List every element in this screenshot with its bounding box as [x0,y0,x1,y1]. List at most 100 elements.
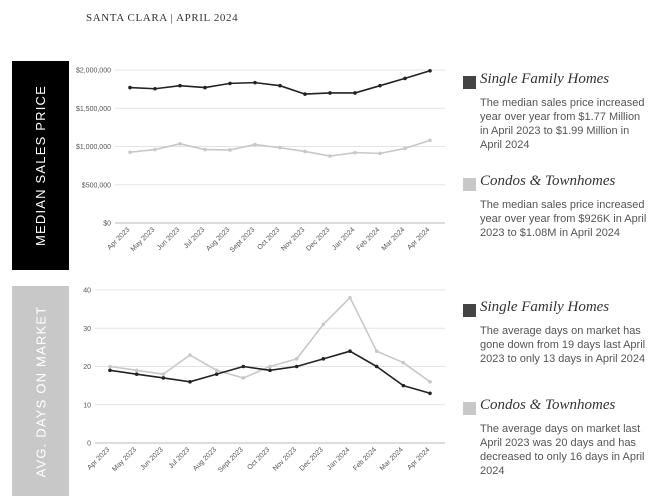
median-price-band-label: MEDIAN SALES PRICE [33,84,48,247]
dom-x-tick-label: Jul 2023 [168,446,192,470]
price-y-tick-label: $500,000 [82,182,111,189]
dom-sfh-point [294,364,299,369]
dom-sfh-point [374,364,379,369]
price-x-tick-label: Nov 2023 [280,226,306,252]
price-condo-point [178,142,182,146]
dom-sfh-point [401,383,406,388]
dom-x-tick-label: Jun 2023 [139,446,164,471]
price-x-tick-label: Oct 2023 [256,226,281,251]
dom-legend-condo-title: Condos & Townhomes [480,397,616,413]
price-sfh-point [328,91,332,95]
price-y-tick-label: $2,000,000 [76,68,111,75]
price-sfh-point [203,85,207,90]
price-x-tick-label: May 2023 [130,226,157,253]
dom-x-tick-label: Oct 2023 [246,446,271,471]
price-x-tick-label: Apr 2024 [406,226,431,251]
dom-y-tick-label: 0 [87,441,91,448]
dom-condo-point [268,364,272,369]
dom-sfh-series-line [109,350,431,395]
price-sfh-point [428,68,432,73]
price-sfh-point [303,92,307,96]
price-x-tick-label: Dec 2023 [305,226,331,252]
dom-x-tick-label: Aug 2023 [192,446,218,472]
dom-x-tick-label: May 2023 [111,446,138,473]
price-x-tick-label: Aug 2023 [205,226,231,252]
dom-legend-sfh-title: Single Family Homes [480,299,610,315]
price-legend-condo: Condos & Townhomes The median sales pric… [463,173,646,263]
dom-x-tick-label: Nov 2023 [272,446,298,472]
price-legend-sfh-swatch [463,76,476,89]
price-sfh-point [178,83,182,88]
dom-x-tick-label: Feb 2024 [352,446,378,472]
price-condo-point [203,147,207,152]
dom-legend-sfh-description: The average days on market has gone down… [480,325,646,365]
dom-x-tick-label: Dec 2023 [299,446,325,472]
dom-legend-condo: Condos & Townhomes The average days on m… [463,397,645,487]
price-sfh-point [128,85,132,90]
price-condo-point [428,138,432,143]
price-condo-point [153,147,157,152]
dom-x-tick-label: Sept 2023 [217,446,245,474]
dom-condo-point [161,372,166,376]
price-legend-condo-title: Condos & Townhomes [480,173,616,189]
dom-condo-point [241,376,246,380]
dom-condo-point [188,353,192,357]
dom-condo-point [214,368,219,373]
dom-sfh-point [241,364,246,369]
price-condo-point [378,151,382,156]
dom-condo-point [108,364,112,369]
price-condo-point [328,154,332,158]
price-x-tick-label: Mar 2024 [381,226,407,252]
dom-condo-point [134,368,139,373]
price-sfh-point [228,81,232,86]
price-legend-sfh-title: Single Family Homes [480,71,610,87]
price-x-tick-label: Feb 2024 [356,226,382,252]
dom-legend-sfh-swatch [463,304,476,317]
days-on-market-band: AVG. DAYS ON MARKET [12,286,69,496]
price-sfh-point [403,76,407,81]
dom-condo-point [294,357,299,361]
price-legend-condo-swatch [463,178,476,191]
days-on-market-chart: 0 10 20 30 40 Apr 2023 May 2023 Jun 2023 Jul 202… [83,288,445,474]
price-legend-sfh: Single Family Homes The median sales pri… [463,71,644,161]
median-price-band: MEDIAN SALES PRICE [12,61,69,270]
dom-sfh-point [321,357,326,361]
median-price-chart: $0 $500,000 $1,000,000 $1,500,000 $2,000,000… [76,68,445,254]
dom-condo-point [428,380,432,384]
price-legend-condo-description: The median sales price increased year ov… [480,199,647,239]
dom-x-tick-label: Mar 2024 [379,446,405,472]
dom-y-tick-label: 10 [83,402,91,409]
price-sfh-series-line [129,70,431,95]
days-on-market-band-label: AVG. DAYS ON MARKET [33,305,48,477]
dom-condo-point [374,349,379,353]
price-sfh-point [253,80,257,85]
dom-condo-point [348,295,352,300]
price-x-tick-label: Jan 2024 [331,226,356,251]
dom-x-tick-label: Apr 2023 [86,446,111,471]
price-sfh-point [378,83,382,88]
dom-y-tick-label: 20 [83,364,91,371]
price-x-tick-label: Apr 2023 [106,226,131,251]
dom-y-tick-label: 40 [83,288,91,295]
price-sfh-point [278,83,282,88]
price-x-tick-label: Jul 2023 [183,226,207,250]
dom-sfh-point [108,368,112,373]
dom-y-tick-label: 30 [83,326,91,333]
price-x-tick-label: Jun 2023 [156,226,181,251]
price-condo-point [403,146,407,151]
dom-sfh-point [161,376,166,380]
price-sfh-point [353,91,357,95]
price-sfh-point [153,86,157,91]
price-condo-point [278,145,282,150]
dom-sfh-point [428,391,432,396]
price-condo-point [228,148,232,152]
price-y-tick-label: $1,000,000 [76,144,111,151]
dom-condo-point [321,322,326,327]
dom-sfh-point [348,349,352,353]
price-legend-sfh-description: The median sales price increased year ov… [480,97,645,151]
price-condo-point [353,150,357,155]
page-title: SANTA CLARA | APRIL 2024 [86,12,239,24]
dom-x-tick-label: Jan 2024 [326,446,351,471]
price-y-tick-label: $1,500,000 [76,106,111,113]
dom-sfh-point [188,380,192,384]
